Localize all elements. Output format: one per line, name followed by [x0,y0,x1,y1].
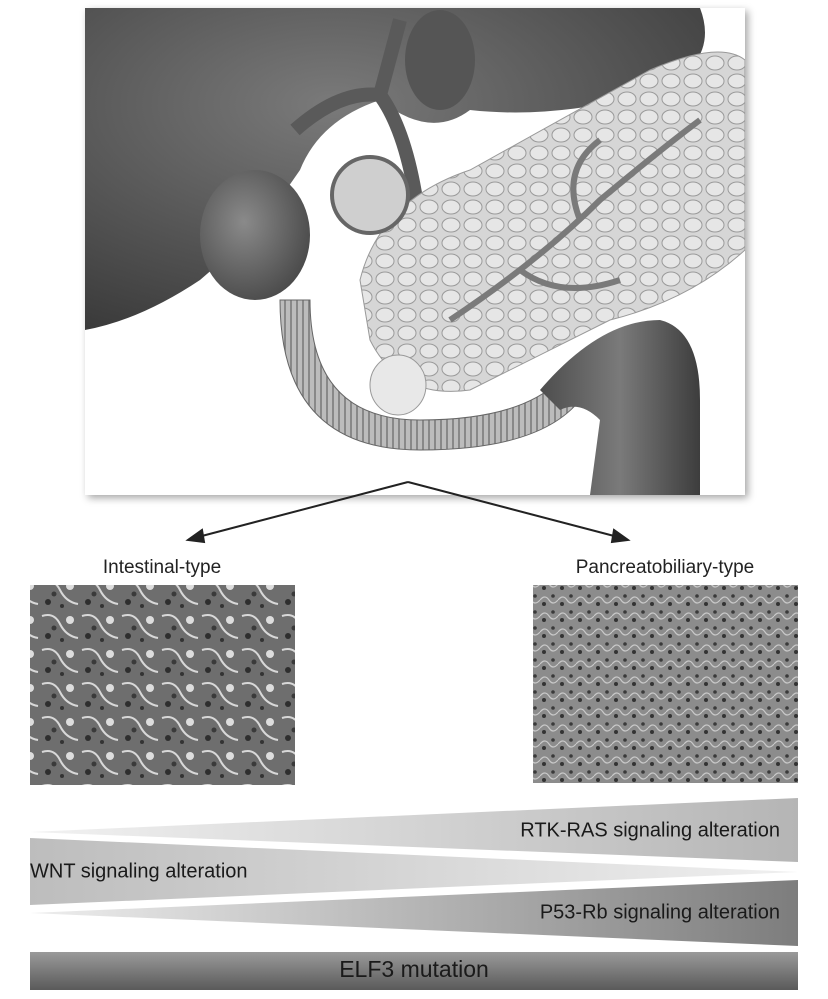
subtype-label: Pancreatobiliary-type [576,557,754,578]
gallbladder [200,170,310,300]
pathway-label: RTK-RAS signaling alteration [520,819,780,841]
ampullary-tumor [369,354,427,416]
wnt-wedge [30,838,798,905]
pathway-label: P53-Rb signaling alteration [540,901,780,923]
arrow-right [407,481,619,538]
pancreas [359,51,745,392]
elf3-bar [30,952,798,990]
vessel [405,10,475,110]
histology-intestinal [30,585,295,785]
arrows [185,481,631,544]
arrowhead-left [185,528,206,544]
pathway-label: WNT signaling alteration [30,860,248,882]
jejunum [540,320,700,495]
p53-rb-wedge [30,880,798,946]
histology-pancreatobiliary [533,585,798,783]
pancreatic-duct [448,117,702,323]
arrow-left [197,481,409,538]
liver [85,8,705,330]
arrowhead-right [610,528,631,544]
rtk-ras-wedge [30,798,798,862]
duct-cross-section [330,155,410,235]
pathway-label: ELF3 mutation [339,956,489,982]
anatomy-illustration [85,8,745,495]
subtype-label: Intestinal-type [103,557,221,578]
